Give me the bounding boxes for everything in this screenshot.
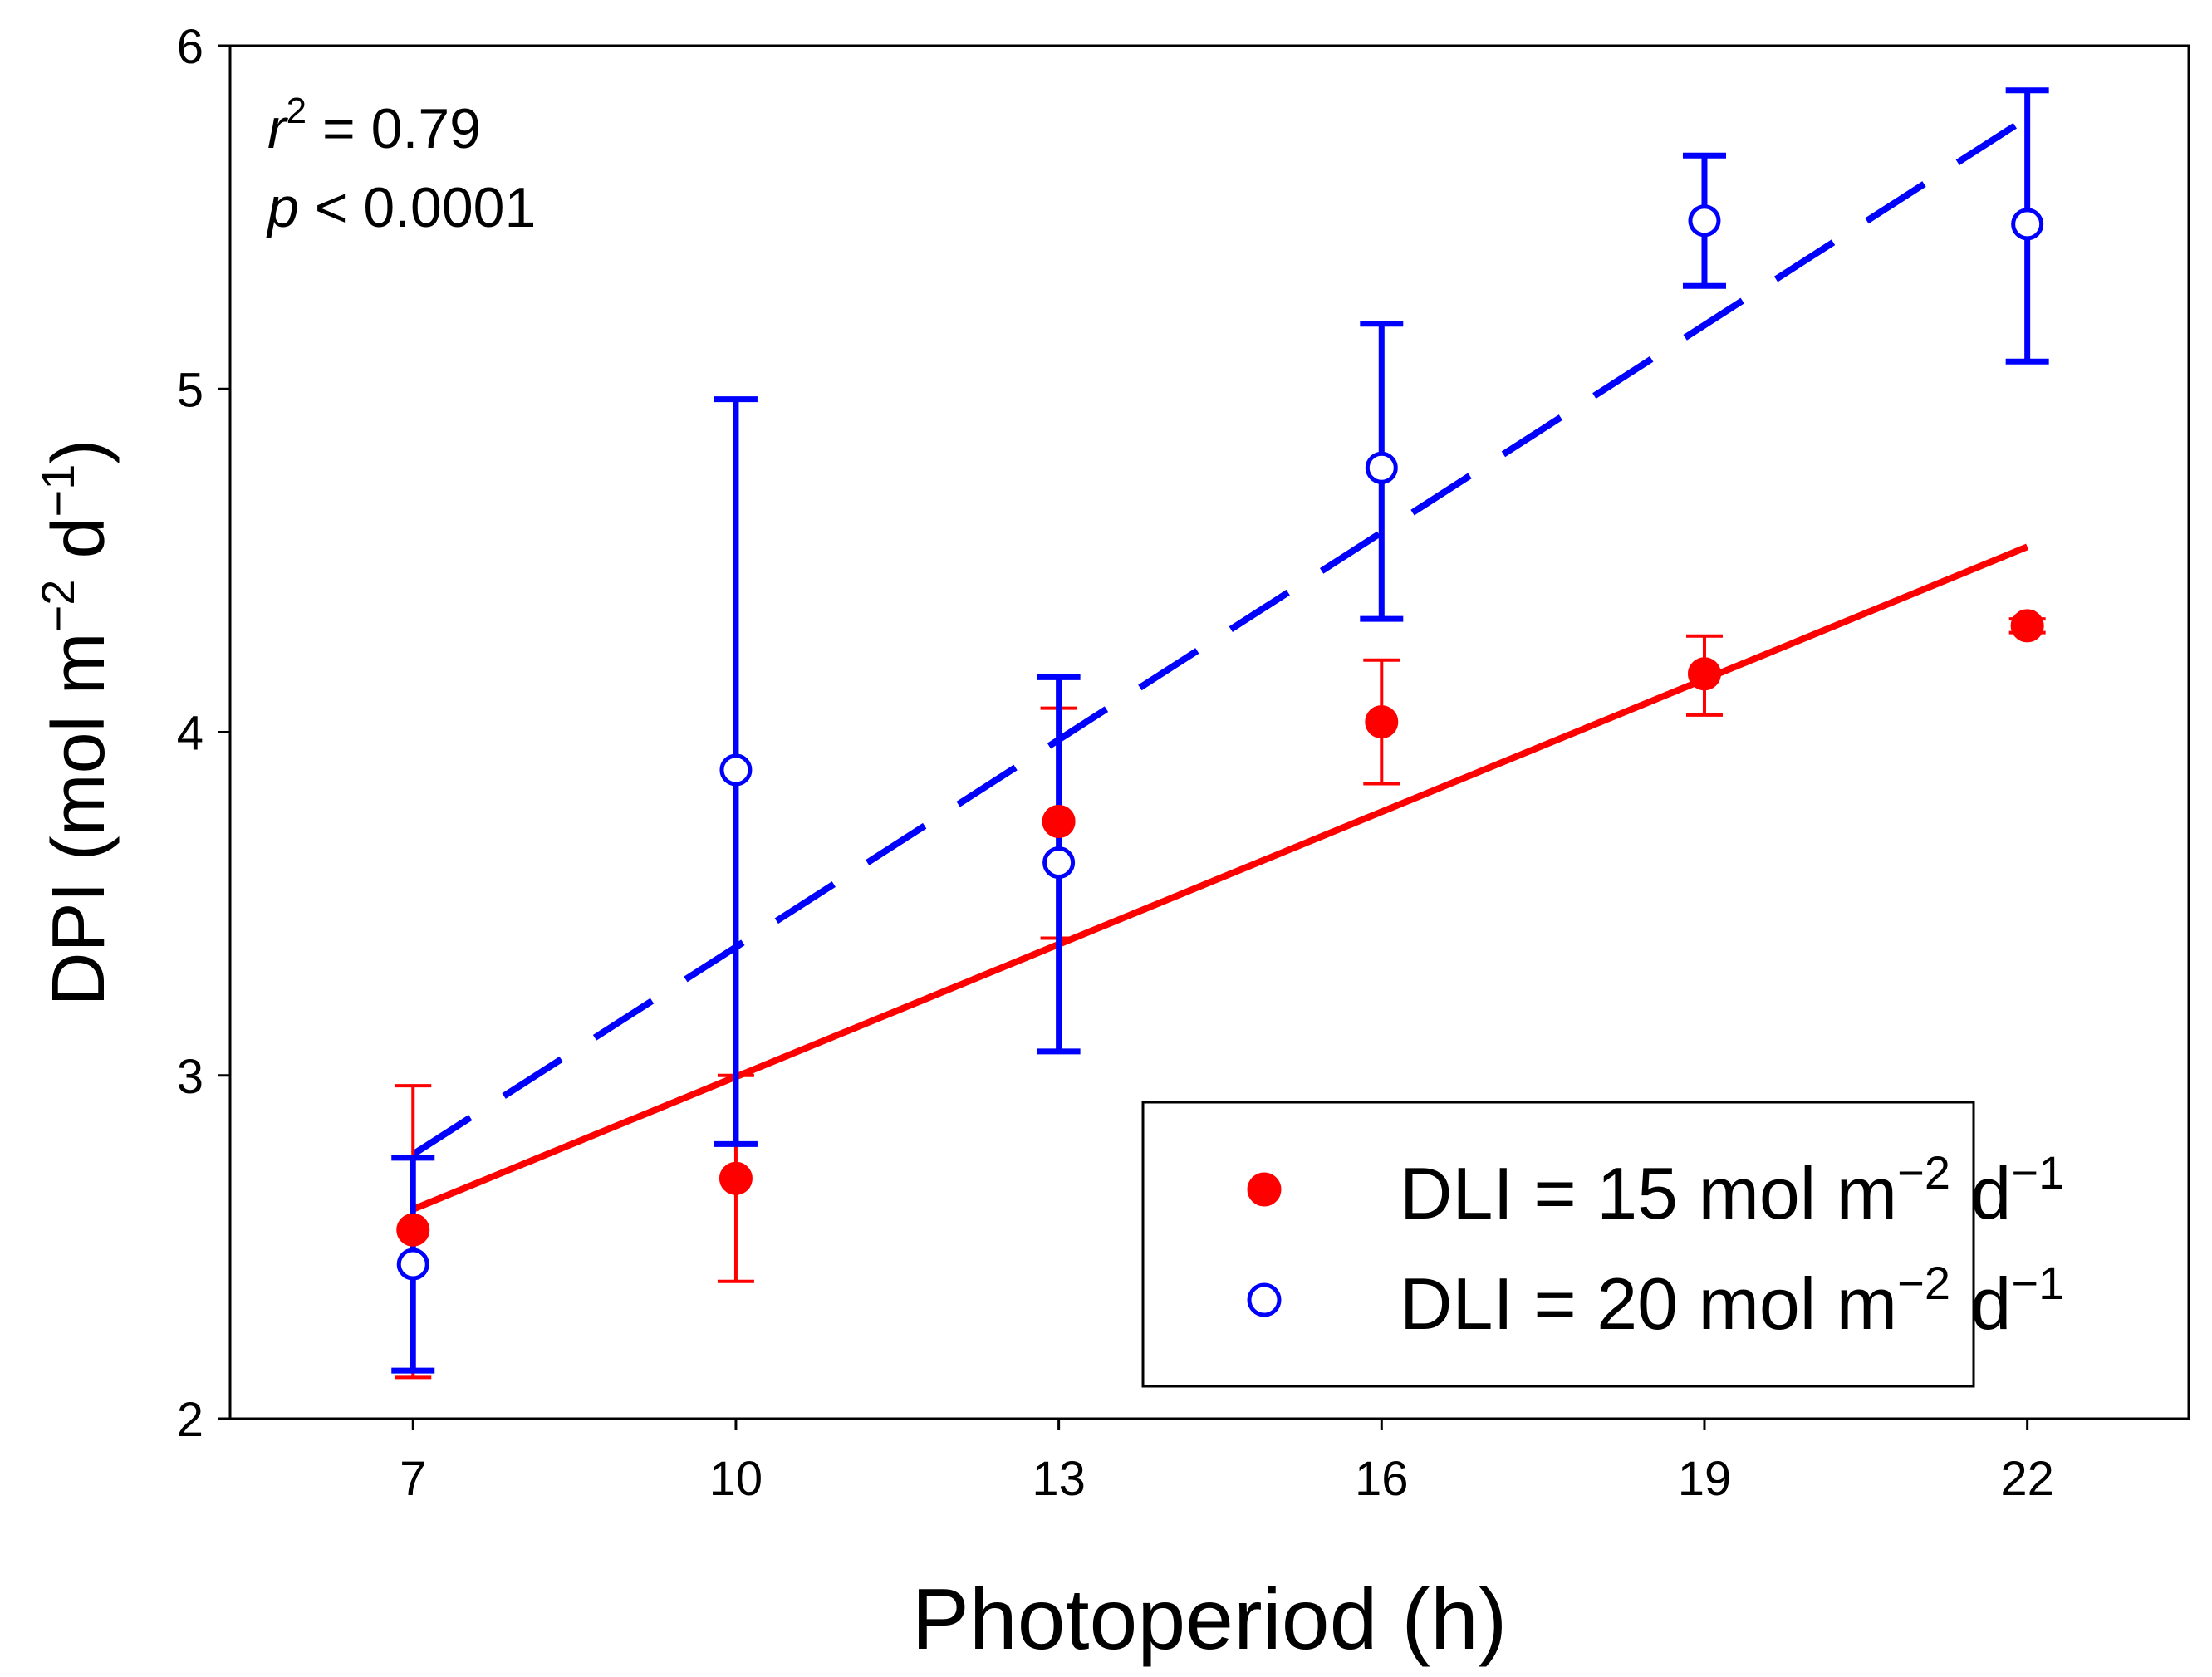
data-point-series-1	[719, 1161, 753, 1195]
y-tick-label: 2	[177, 1393, 204, 1447]
fit-line-series-2	[411, 115, 2029, 1158]
data-point-series-1	[1042, 804, 1076, 838]
data-point-series-2	[2011, 208, 2044, 241]
data-point-series-2	[396, 1248, 429, 1281]
data-points	[396, 204, 2044, 1281]
x-axis-title: Photoperiod (h)	[912, 1572, 1508, 1668]
legend-box	[1141, 1101, 1975, 1388]
y-tick-label: 3	[177, 1050, 204, 1104]
data-point-series-2	[1365, 451, 1398, 484]
x-tick-label: 7	[400, 1452, 426, 1506]
data-point-series-1	[2010, 609, 2044, 643]
r-squared-annotation: r2 = 0.79	[267, 91, 481, 160]
y-tick-label: 6	[177, 20, 204, 74]
data-point-series-2	[1688, 204, 1721, 238]
x-tick-label: 13	[1032, 1452, 1086, 1506]
x-tick-label: 19	[1678, 1452, 1732, 1506]
data-point-series-2	[719, 753, 753, 787]
data-point-series-1	[1687, 657, 1721, 691]
legend-marker-dli-15	[1247, 1172, 1282, 1207]
data-point-series-1	[396, 1213, 430, 1247]
x-axis-ticks: 7 10 13 16 19 22	[400, 1419, 2054, 1506]
x-tick-label: 10	[709, 1452, 763, 1506]
data-point-series-2	[1042, 846, 1076, 880]
x-tick-label: 16	[1355, 1452, 1409, 1506]
x-tick-label: 22	[2000, 1452, 2054, 1506]
p-value-annotation: p < 0.0001	[266, 176, 536, 239]
fit-lines	[411, 115, 2029, 1213]
y-axis-title: DPI (mol m−2 d−1)	[32, 439, 120, 1007]
legend-label-dli-20: DLI = 20 mol m−2 d−1	[1400, 1257, 2064, 1345]
legend: DLI = 15 mol m−2 d−1 DLI = 20 mol m−2 d−…	[1141, 1101, 2064, 1388]
y-tick-label: 4	[177, 707, 204, 761]
y-tick-label: 5	[177, 363, 204, 417]
legend-marker-dli-20	[1247, 1282, 1282, 1317]
data-point-series-1	[1365, 705, 1399, 739]
fit-line-series-1	[411, 543, 2029, 1213]
y-axis-ticks: 2 3 4 5 6	[177, 20, 230, 1447]
legend-label-dli-15: DLI = 15 mol m−2 d−1	[1400, 1146, 2064, 1234]
